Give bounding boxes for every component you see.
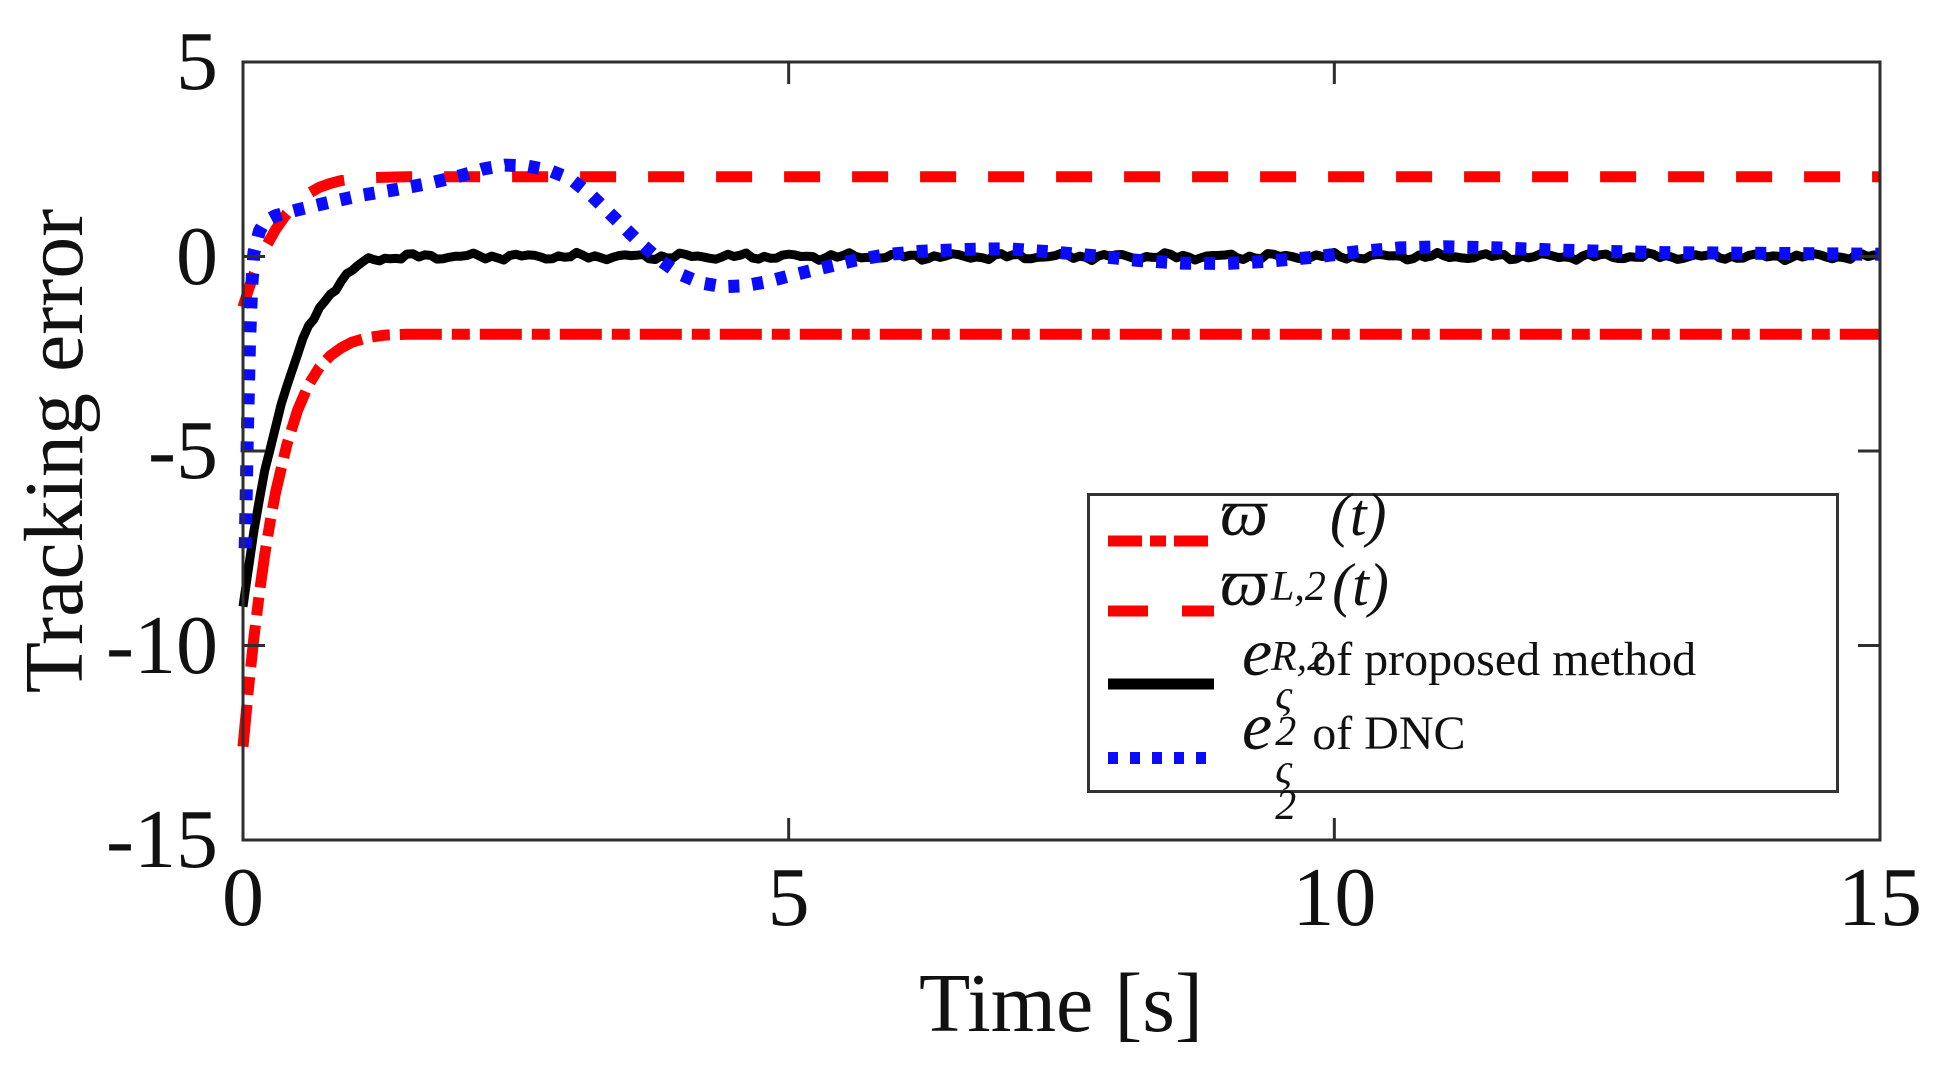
legend-sup: ς: [1275, 747, 1293, 793]
legend-sub: L,2: [1271, 563, 1326, 610]
y-tick-label: -10: [106, 598, 218, 692]
legend-line-sample-dashed-red: [1108, 605, 1214, 617]
y-axis-title: Tracking error: [8, 208, 101, 694]
series-omega_R2-path: [237, 171, 1880, 309]
legend-rest: of proposed method: [1312, 633, 1697, 686]
legend-symbol: e: [1242, 614, 1273, 690]
legend-subsup: L,2: [1271, 533, 1326, 610]
y-tick-label: 0: [176, 209, 218, 303]
legend-line-sample-solid-black: [1108, 678, 1214, 690]
legend-item-e2-dnc: e ς 2 of DNC: [1102, 692, 1466, 827]
x-tick-label: 0: [222, 851, 264, 944]
legend-sub: R,2: [1271, 633, 1329, 680]
legend-rest: (t): [1329, 481, 1387, 548]
legend-symbol: e: [1242, 688, 1273, 764]
legend-sup: ς: [1275, 673, 1293, 719]
legend-item-e2-proposed: e ς 2 of proposed method: [1102, 618, 1696, 753]
legend-subsup: R,2: [1271, 603, 1329, 680]
legend-symbol: ϖ: [1220, 473, 1269, 550]
y-tick-label: -5: [148, 404, 218, 497]
legend-sub: 2: [1275, 709, 1297, 755]
y-tick-label: -15: [106, 793, 218, 886]
legend-item-omega-L2: ϖ L,2 (t): [1102, 478, 1387, 608]
x-axis-title: Time [s]: [919, 957, 1203, 1050]
legend-label-omega-R2: ϖ R,2 (t): [1220, 548, 1389, 680]
x-tick-label: 10: [1292, 851, 1377, 944]
legend-label-omega-L2: ϖ L,2 (t): [1220, 478, 1387, 610]
legend-rest: of DNC: [1312, 707, 1466, 760]
legend-rest: (t): [1332, 551, 1389, 618]
series-e2_dnc-path: [238, 158, 1881, 549]
series-omega_L2-path: [237, 328, 1880, 748]
series-e2_proposed-path: [238, 247, 1881, 608]
legend-line-sample-dotted-blue: [1108, 752, 1214, 764]
legend-label-e2-proposed: e ς 2 of proposed method: [1242, 618, 1697, 755]
legend-sub: 2: [1275, 783, 1297, 829]
legend-line-sample-dashdot-red: [1108, 535, 1214, 547]
y-tick-label: 5: [176, 15, 218, 108]
legend-symbol: ϖ: [1220, 543, 1269, 620]
x-tick-label: 5: [767, 851, 810, 944]
legend-label-e2-dnc: e ς 2 of DNC: [1242, 692, 1466, 829]
legend-item-omega-R2: ϖ R,2 (t): [1102, 548, 1389, 678]
x-tick-label: 15: [1838, 851, 1922, 944]
